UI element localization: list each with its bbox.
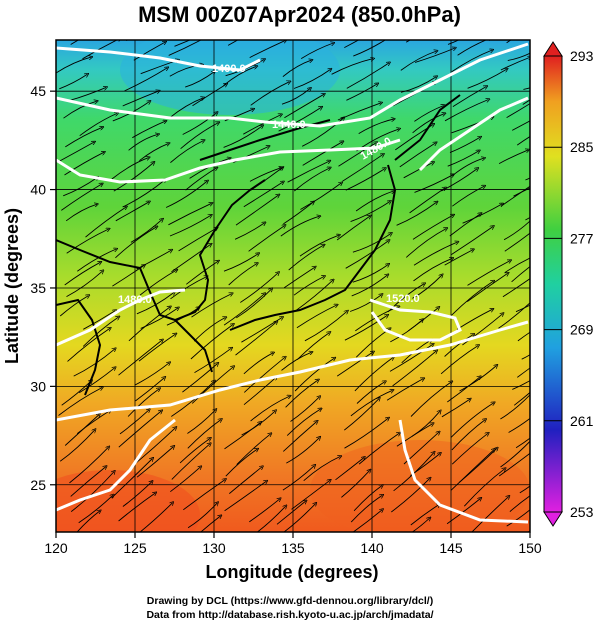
y-tick-label: 45 <box>30 83 46 99</box>
x-tick-label: 125 <box>123 540 147 556</box>
colorbar-tick-label: 293 <box>570 48 594 64</box>
coastlines <box>56 94 461 396</box>
colorbar-tick-label: 277 <box>570 230 594 246</box>
y-tick-label: 35 <box>30 280 46 296</box>
colorbar-max-triangle <box>543 41 563 57</box>
x-tick-label: 135 <box>281 540 305 556</box>
x-axis-title: Longitude (degrees) <box>205 562 378 582</box>
colorbar-tick-label: 261 <box>570 413 594 429</box>
contour-label-2: 1440.0 <box>272 119 306 131</box>
map-title: MSM 00Z07Apr2024 (850.0hPa) <box>138 2 461 27</box>
colorbar-scale <box>543 55 563 513</box>
x-axis-ticks: 120 125 130 135 140 145 150 <box>44 532 542 556</box>
x-tick-label: 145 <box>439 540 463 556</box>
y-tick-label: 30 <box>30 378 46 394</box>
credit-drawing: Drawing by DCL (https://www.gfd-dennou.o… <box>146 595 434 607</box>
x-tick-label: 150 <box>518 540 542 556</box>
colorbar-tick-label: 285 <box>570 139 594 155</box>
contour-label-5: 1480.0 <box>118 294 152 306</box>
colorbar-min-triangle <box>543 511 563 527</box>
y-axis-title: Latitude (degrees) <box>2 208 22 364</box>
contour-label-1: 1400.0 <box>212 63 246 75</box>
colorbar-tick-label: 253 <box>570 504 594 520</box>
x-tick-label: 140 <box>360 540 384 556</box>
y-axis-ticks: 25 30 35 40 45 <box>30 83 56 493</box>
colorbar: 253 261 269 277 285 293 <box>543 41 594 527</box>
x-tick-label: 120 <box>44 540 68 556</box>
lat-lon-grid <box>56 40 530 532</box>
contour-label-4: 1520.0 <box>386 293 420 305</box>
map-plot-area: 1400.0 1440.0 1480.0 1520.0 1480.0 <box>56 40 530 532</box>
credit-data: Data from http://database.rish.kyoto-u.a… <box>146 609 434 621</box>
y-tick-label: 40 <box>30 182 46 198</box>
colorbar-tick-label: 269 <box>570 322 594 338</box>
x-tick-label: 130 <box>202 540 226 556</box>
height-contours <box>56 42 529 524</box>
y-tick-label: 25 <box>30 477 46 493</box>
